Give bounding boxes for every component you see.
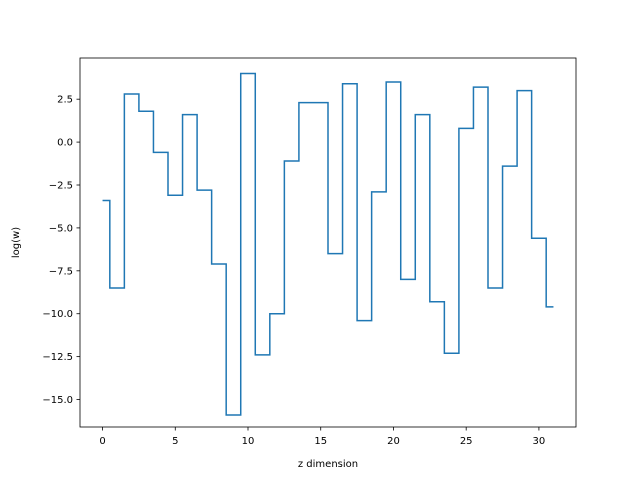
x-axis-label: z dimension [298,459,358,470]
x-tick-label: 25 [460,436,473,447]
y-axis-label: log(w) [11,227,22,258]
y-tick-label: −7.5 [49,266,73,277]
y-tick-label: −12.5 [42,352,73,363]
y-tick-label: 0.0 [57,138,73,149]
x-axis: 0 5 10 15 20 25 30 [99,427,545,447]
y-tick-label: −5.0 [49,223,73,234]
x-tick-label: 15 [314,436,327,447]
x-tick-label: 5 [172,436,178,447]
x-tick-label: 10 [242,436,255,447]
series-line-0 [102,72,554,416]
y-tick-label: −10.0 [42,309,73,320]
x-tick-label: 0 [99,436,105,447]
x-tick-label: 20 [387,436,400,447]
y-tick-label: 2.5 [57,95,73,106]
y-axis: −15.0 −12.5 −10.0 −7.5 −5.0 −2.5 0.0 2.5 [42,95,80,406]
y-tick-label: −15.0 [42,395,73,406]
x-tick-label: 30 [533,436,546,447]
y-tick-label: −2.5 [49,181,73,192]
axes-frame [79,57,577,428]
plot-area [102,72,554,416]
